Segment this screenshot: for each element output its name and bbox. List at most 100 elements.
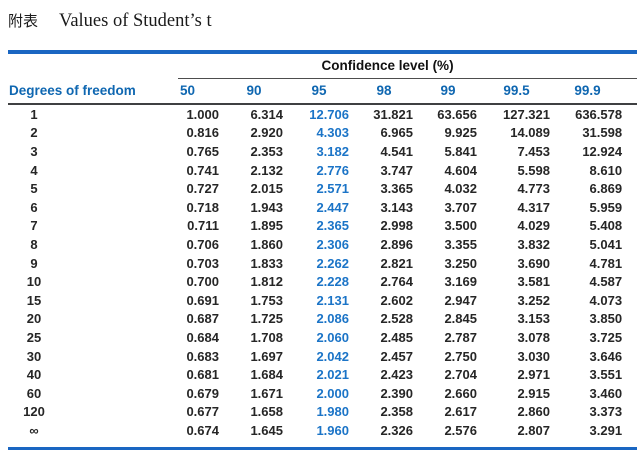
table-row-df-120: 120 0.677 1.658 1.980 2.358 2.617 2.860 3.373 [8, 403, 637, 422]
t-value-cell: 4.781 [589, 255, 623, 271]
t-value-cell: 1.708 [250, 329, 283, 345]
t-value-cell: 3.078 [517, 329, 550, 345]
table-row-df-10: 10 0.700 1.812 2.228 2.764 3.169 3.581 4.587 [8, 272, 637, 291]
t-value-cell: 0.687 [186, 311, 219, 327]
t-value-cell: 2.000 [316, 385, 349, 401]
df-cell: 3 [8, 142, 178, 161]
t-value-cell: 4.032 [444, 181, 477, 197]
t-value-cell: 2.326 [380, 422, 413, 438]
t-value-cell: 636.578 [575, 106, 623, 122]
t-value-cell: 2.845 [444, 311, 477, 327]
df-value: 40 [26, 367, 42, 383]
t-value-cell: 3.291 [589, 422, 623, 438]
t-value-cell: 2.423 [380, 367, 413, 383]
t-value-cell: 6.869 [589, 181, 623, 197]
df-value: 60 [26, 385, 42, 401]
t-value-cell: 2.485 [380, 329, 413, 345]
table-body: 1 1.000 6.314 12.706 31.821 63.656 127.321 636.… [8, 104, 637, 448]
t-value-cell: 1.645 [250, 422, 283, 438]
table-row-df-60: 60 0.679 1.671 2.000 2.390 2.660 2.915 3.460 [8, 384, 637, 403]
df-cell: 30 [8, 347, 178, 366]
table-row-df-2: 2 0.816 2.920 4.303 6.965 9.925 14.089 31.598 [8, 124, 637, 143]
t-value-cell: 0.711 [187, 218, 219, 234]
table-row-df-9: 9 0.703 1.833 2.262 2.821 3.250 3.690 4.781 [8, 254, 637, 273]
t-value-cell: 1.895 [250, 218, 283, 234]
t-value-cell: 3.169 [444, 274, 477, 290]
t-value-cell: 2.262 [316, 255, 349, 271]
t-value-cell: 2.528 [380, 311, 413, 327]
col-header-50: 50 [178, 78, 222, 105]
t-value-cell: 63.656 [437, 106, 477, 122]
t-value-cell: 4.073 [589, 292, 623, 308]
df-cell: 10 [8, 272, 178, 291]
t-value-cell: 3.030 [517, 348, 550, 364]
col-header-99: 99 [416, 78, 480, 105]
t-value-cell: 1.833 [250, 255, 283, 271]
df-value: 120 [23, 404, 45, 420]
column-header-row: Degrees of freedom 50 90 95 98 99 99.5 99.9 [8, 78, 638, 105]
t-value-cell: 8.610 [589, 162, 623, 178]
t-value-cell: 3.850 [589, 311, 623, 327]
t-value-cell: 3.252 [517, 292, 550, 308]
t-value-cell: 2.365 [316, 218, 349, 234]
t-value-cell: 0.706 [186, 236, 219, 252]
col-header-98: 98 [352, 78, 416, 105]
page-title: 附表 Values of Student’s t [8, 10, 643, 34]
t-value-cell: 0.681 [186, 367, 219, 383]
t-value-cell: 2.807 [517, 422, 550, 438]
df-value: ∞ [29, 422, 39, 438]
df-cell: 120 [8, 403, 178, 422]
t-value-cell: 3.460 [589, 385, 623, 401]
t-value-cell: 3.581 [517, 274, 550, 290]
df-value: 1 [30, 106, 38, 122]
table-row-df-30: 30 0.683 1.697 2.042 2.457 2.750 3.030 3.646 [8, 347, 637, 366]
t-value-cell: 3.143 [380, 199, 413, 215]
t-value-cell: 3.355 [444, 236, 477, 252]
t-value-cell: 2.860 [517, 404, 550, 420]
t-value-cell: 3.153 [517, 311, 550, 327]
df-value: 7 [30, 218, 38, 234]
table-row-df-7: 7 0.711 1.895 2.365 2.998 3.500 4.029 5.408 [8, 217, 637, 236]
t-value-cell: 3.646 [589, 348, 623, 364]
df-value: 6 [30, 199, 38, 215]
df-value: 9 [30, 255, 38, 271]
t-value-cell: 3.551 [589, 367, 623, 383]
t-value-cell: 2.947 [444, 292, 477, 308]
t-value-cell: 2.617 [444, 404, 477, 420]
t-value-cell: 12.706 [309, 106, 349, 122]
students-t-table: Confidence level (%) Degrees of freedom … [8, 50, 638, 450]
df-cell: 5 [8, 179, 178, 198]
t-value-cell: 2.060 [316, 329, 349, 345]
t-value-cell: 12.924 [582, 143, 623, 159]
table-row-df-5: 5 0.727 2.015 2.571 3.365 4.032 4.773 6.869 [8, 179, 637, 198]
df-cell: 8 [8, 235, 178, 254]
t-value-cell: 2.353 [250, 143, 283, 159]
title-text: Values of Student’s t [59, 11, 212, 31]
t-value-cell: 1.860 [250, 236, 283, 252]
t-value-cell: 5.841 [444, 143, 477, 159]
t-value-cell: 2.920 [250, 125, 283, 141]
title-chinese-prefix: 附表 [8, 14, 39, 30]
t-value-cell: 0.727 [186, 181, 219, 197]
t-value-cell: 2.576 [444, 422, 477, 438]
t-value-cell: 2.021 [316, 367, 349, 383]
t-value-cell: 1.697 [250, 348, 283, 364]
t-value-cell: 5.598 [517, 162, 550, 178]
t-value-cell: 2.086 [316, 311, 349, 327]
df-value: 15 [26, 292, 42, 308]
t-value-cell: 0.700 [186, 274, 219, 290]
degrees-of-freedom-header: Degrees of freedom [8, 78, 178, 105]
t-value-cell: 2.457 [380, 348, 413, 364]
t-value-cell: 0.684 [186, 329, 219, 345]
t-value-cell: 2.358 [380, 404, 413, 420]
t-value-cell: 2.042 [316, 348, 349, 364]
table-row-df-3: 3 0.765 2.353 3.182 4.541 5.841 7.453 12.924 [8, 142, 637, 161]
table-row-df-20: 20 0.687 1.725 2.086 2.528 2.845 3.153 3.850 [8, 310, 637, 329]
t-value-cell: 1.943 [250, 199, 283, 215]
df-value: 30 [26, 348, 42, 364]
df-value: 3 [30, 143, 38, 159]
t-value-cell: 0.683 [186, 348, 219, 364]
t-value-cell: 1.725 [250, 311, 283, 327]
t-value-cell: 2.998 [380, 218, 413, 234]
